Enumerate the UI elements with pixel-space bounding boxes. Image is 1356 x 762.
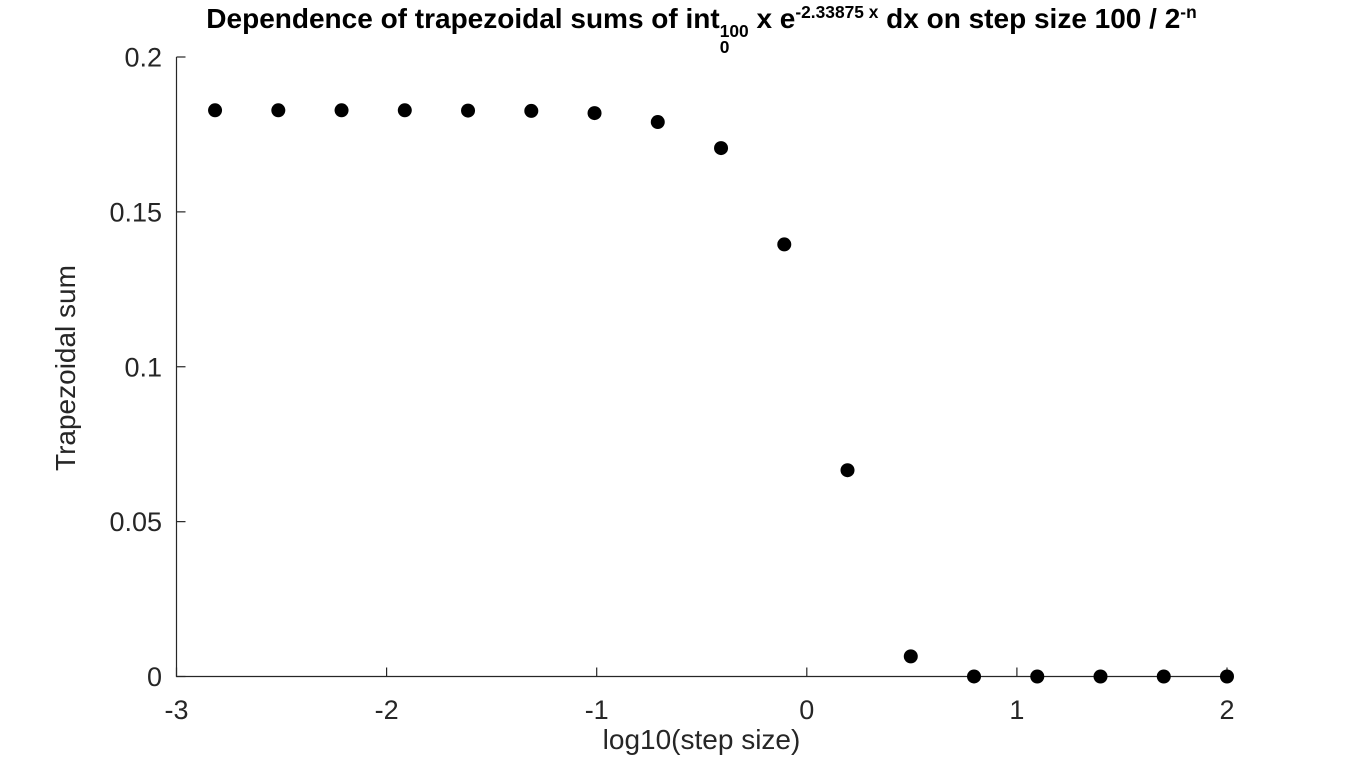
integral-lower-limit: 0 <box>719 36 730 57</box>
data-point <box>271 103 286 118</box>
y-tick-label: 0 <box>147 662 162 692</box>
integral-upper-limit: 100 <box>719 21 749 42</box>
data-point <box>967 669 982 684</box>
y-axis-label: Trapezoidal sum <box>50 265 81 471</box>
data-point <box>840 463 855 478</box>
title-text-mid2: dx on step size 100 / 2 <box>878 3 1181 34</box>
data-point <box>777 237 792 252</box>
x-tick-label: 1 <box>1009 695 1024 725</box>
x-tick-label: -2 <box>375 695 399 725</box>
x-tick-label: 0 <box>799 695 814 725</box>
x-tick-label: -1 <box>585 695 609 725</box>
data-point <box>714 141 729 156</box>
title-text-mid1: x e <box>748 3 796 34</box>
y-tick-label: 0.2 <box>124 43 162 73</box>
y-tick-label: 0.05 <box>109 507 162 537</box>
data-point <box>587 106 602 121</box>
data-point <box>208 103 223 118</box>
chart-title: Dependence of trapezoidal sums of int 100… <box>120 2 1283 57</box>
data-point <box>524 103 539 118</box>
x-tick-label: -3 <box>164 695 188 725</box>
y-tick-label: 0.1 <box>124 352 162 382</box>
title-step-exponent: -n <box>1180 2 1197 23</box>
title-text-prefix: Dependence of trapezoidal sums of int <box>206 3 720 34</box>
data-point <box>1156 669 1171 684</box>
x-tick-label: 2 <box>1219 695 1234 725</box>
data-point <box>1093 669 1108 684</box>
x-axis-label: log10(step size) <box>602 724 801 755</box>
y-tick-label: 0.15 <box>109 197 162 227</box>
data-point <box>1030 669 1045 684</box>
data-point <box>1220 669 1234 684</box>
integral-limits: 100 0 <box>719 21 749 57</box>
data-point <box>461 103 476 118</box>
data-point <box>397 103 412 118</box>
data-point <box>650 115 665 130</box>
data-point <box>903 649 918 664</box>
axis-spines <box>175 57 1227 678</box>
data-point <box>334 103 349 118</box>
title-exponent: -2.33875 x <box>795 2 879 23</box>
